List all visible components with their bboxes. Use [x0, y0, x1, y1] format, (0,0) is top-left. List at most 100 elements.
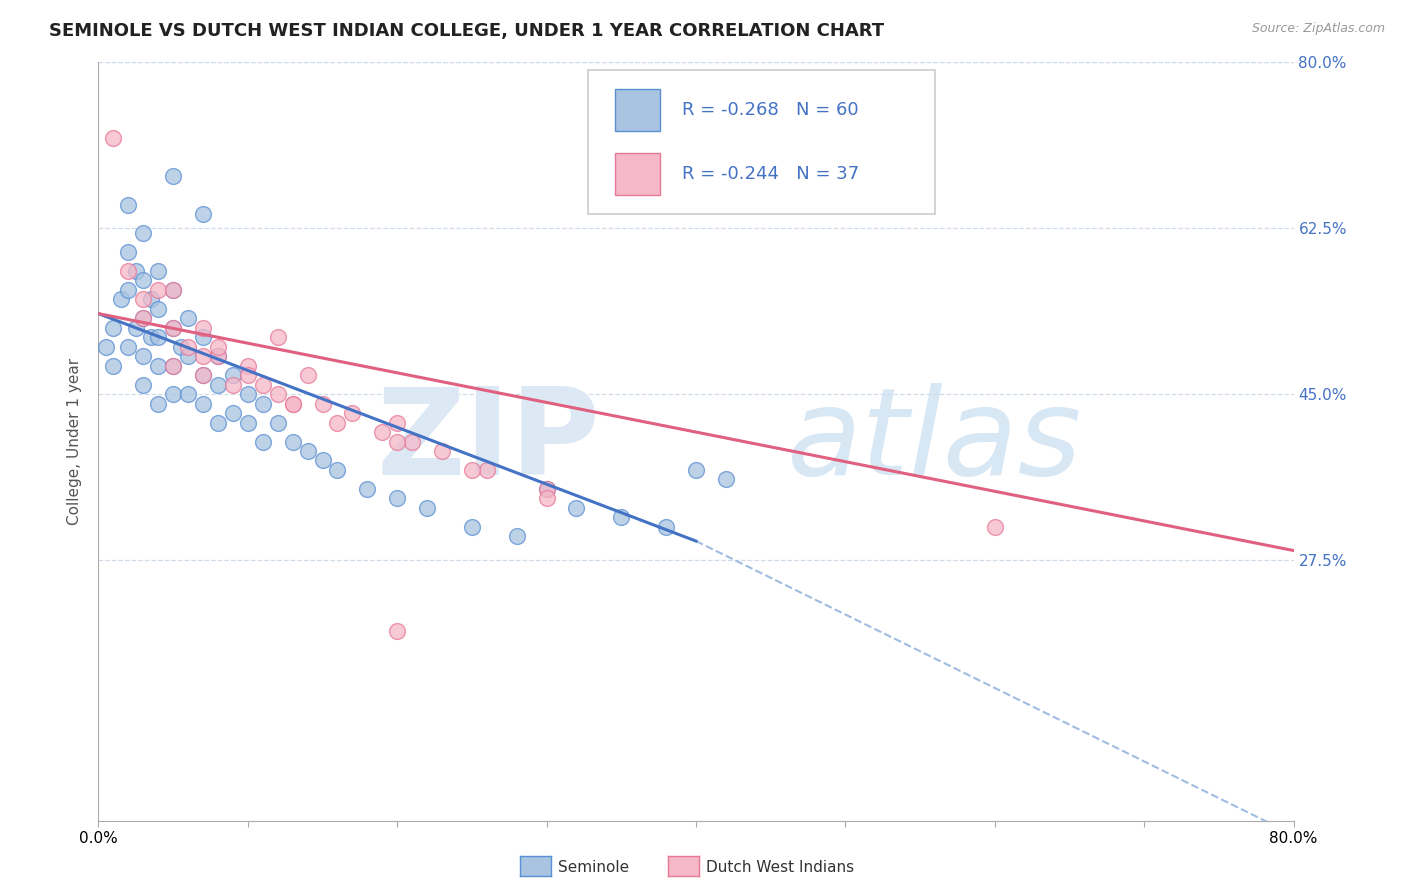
Point — [236, 359, 259, 373]
Point — [222, 368, 245, 383]
Point — [685, 463, 707, 477]
Point — [207, 340, 229, 354]
Point — [148, 301, 170, 316]
FancyBboxPatch shape — [589, 70, 935, 214]
Text: ZIP: ZIP — [377, 383, 600, 500]
Point — [132, 349, 155, 363]
Point — [162, 359, 184, 373]
Point — [162, 320, 184, 334]
Point — [430, 444, 453, 458]
Point — [356, 482, 378, 496]
Point — [475, 463, 498, 477]
Point — [311, 453, 333, 467]
Point — [191, 396, 214, 410]
Point — [461, 520, 484, 534]
Point — [117, 264, 139, 278]
Point — [610, 510, 633, 524]
Point — [162, 283, 184, 297]
Point — [207, 349, 229, 363]
Point — [125, 320, 148, 334]
Point — [103, 131, 125, 145]
Point — [162, 320, 184, 334]
Text: Seminole: Seminole — [558, 860, 630, 874]
Point — [252, 377, 274, 392]
Point — [655, 520, 678, 534]
Point — [267, 416, 290, 430]
Point — [236, 416, 259, 430]
Point — [191, 207, 214, 221]
Point — [252, 434, 274, 449]
Point — [132, 377, 155, 392]
Point — [281, 396, 304, 410]
Point — [148, 396, 170, 410]
Point — [984, 520, 1007, 534]
Point — [191, 368, 214, 383]
Point — [385, 624, 409, 639]
Point — [326, 463, 349, 477]
Point — [162, 359, 184, 373]
Text: atlas: atlas — [787, 383, 1083, 500]
Point — [401, 434, 423, 449]
Point — [117, 197, 139, 211]
Point — [236, 368, 259, 383]
Point — [132, 311, 155, 326]
Point — [207, 349, 229, 363]
Point — [297, 444, 319, 458]
Point — [311, 396, 333, 410]
Point — [385, 416, 409, 430]
Point — [177, 311, 200, 326]
Point — [222, 377, 245, 392]
Point — [506, 529, 529, 543]
Point — [177, 387, 200, 401]
Point — [117, 283, 139, 297]
Point — [139, 330, 162, 344]
Point — [132, 273, 155, 287]
Text: SEMINOLE VS DUTCH WEST INDIAN COLLEGE, UNDER 1 YEAR CORRELATION CHART: SEMINOLE VS DUTCH WEST INDIAN COLLEGE, U… — [49, 22, 884, 40]
Point — [162, 387, 184, 401]
FancyBboxPatch shape — [614, 153, 661, 195]
Point — [191, 320, 214, 334]
Point — [207, 416, 229, 430]
Point — [103, 359, 125, 373]
Point — [371, 425, 394, 439]
Point — [148, 359, 170, 373]
Point — [169, 340, 191, 354]
Point — [281, 434, 304, 449]
Point — [125, 264, 148, 278]
FancyBboxPatch shape — [614, 89, 661, 130]
Y-axis label: College, Under 1 year: College, Under 1 year — [67, 358, 83, 525]
Text: Dutch West Indians: Dutch West Indians — [706, 860, 853, 874]
Point — [536, 482, 558, 496]
Point — [207, 377, 229, 392]
Point — [565, 500, 588, 515]
Point — [461, 463, 484, 477]
Point — [236, 387, 259, 401]
Point — [267, 330, 290, 344]
Text: R = -0.244   N = 37: R = -0.244 N = 37 — [682, 165, 859, 183]
Point — [222, 406, 245, 420]
Point — [117, 244, 139, 259]
Point — [132, 311, 155, 326]
Point — [385, 434, 409, 449]
Point — [281, 396, 304, 410]
Point — [177, 340, 200, 354]
Text: R = -0.268   N = 60: R = -0.268 N = 60 — [682, 101, 858, 119]
Point — [132, 293, 155, 307]
Point — [139, 293, 162, 307]
Point — [148, 283, 170, 297]
Point — [191, 349, 214, 363]
Point — [117, 340, 139, 354]
Point — [342, 406, 364, 420]
Point — [536, 482, 558, 496]
Text: Source: ZipAtlas.com: Source: ZipAtlas.com — [1251, 22, 1385, 36]
Point — [177, 349, 200, 363]
Point — [110, 293, 132, 307]
Point — [103, 320, 125, 334]
Point — [385, 491, 409, 506]
Point — [267, 387, 290, 401]
Point — [416, 500, 439, 515]
Point — [191, 330, 214, 344]
Point — [714, 473, 737, 487]
Point — [162, 283, 184, 297]
Point — [536, 491, 558, 506]
